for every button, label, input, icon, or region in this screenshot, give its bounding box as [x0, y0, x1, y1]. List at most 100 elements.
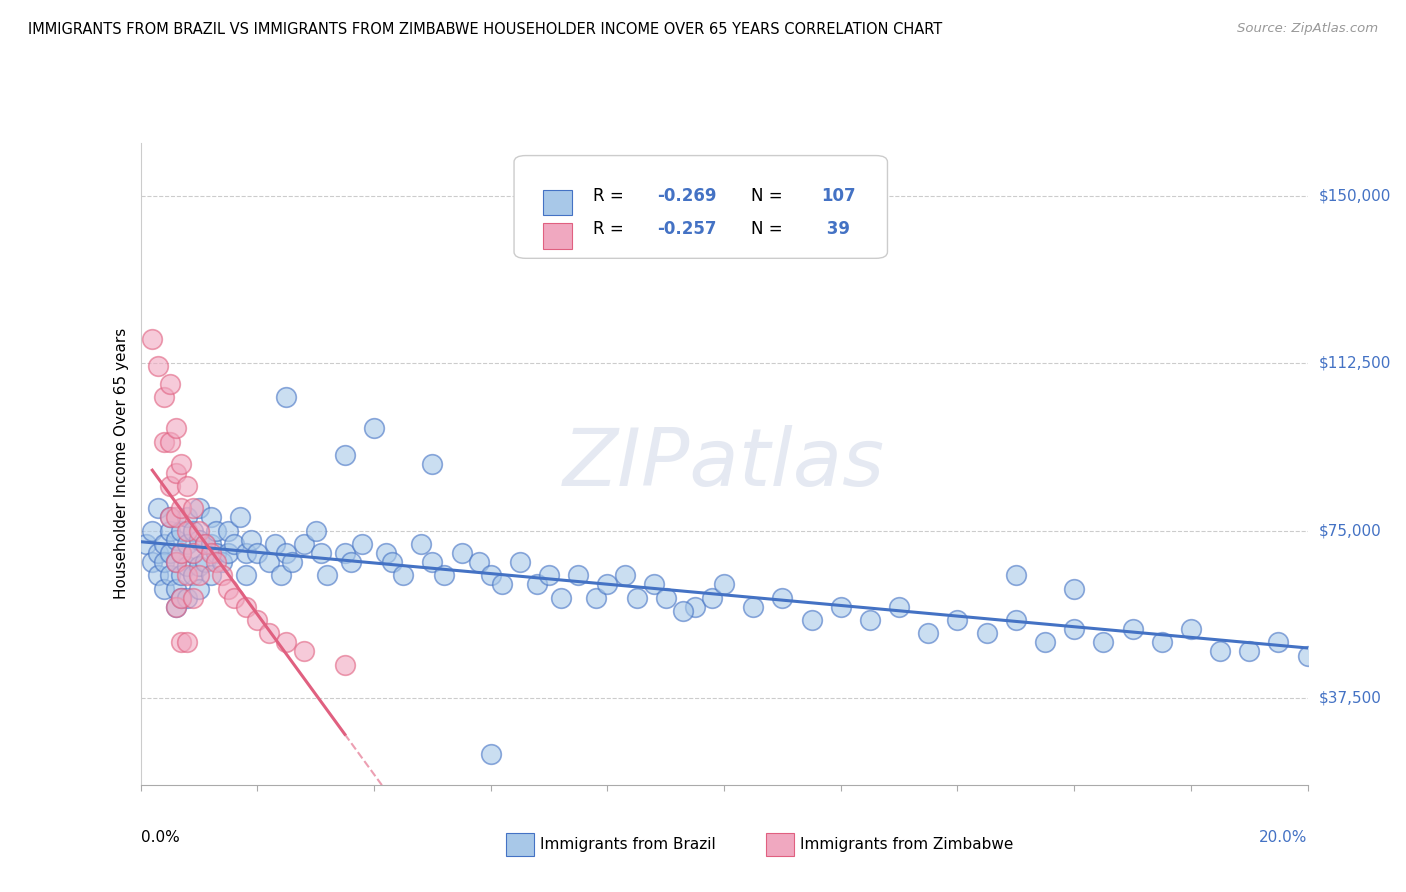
Point: [176, 479, 198, 493]
Point: [567, 568, 589, 582]
Point: [468, 555, 491, 569]
Point: [170, 501, 193, 516]
Point: [363, 421, 385, 435]
Point: [742, 599, 765, 614]
Point: [713, 577, 735, 591]
Point: [159, 510, 181, 524]
Point: [181, 501, 204, 516]
Point: [263, 537, 285, 551]
FancyBboxPatch shape: [515, 155, 887, 259]
Point: [1004, 613, 1026, 627]
Point: [830, 599, 852, 614]
Text: 107: 107: [821, 187, 856, 205]
Point: [170, 457, 193, 471]
Point: [672, 604, 695, 618]
Point: [194, 555, 217, 569]
Point: [170, 546, 193, 560]
Point: [800, 613, 823, 627]
Point: [194, 537, 217, 551]
Point: [170, 591, 193, 605]
Point: [1122, 622, 1144, 636]
Point: [187, 568, 211, 582]
Text: ZIPatlas: ZIPatlas: [562, 425, 886, 503]
Point: [187, 501, 211, 516]
Point: [596, 577, 619, 591]
Point: [146, 501, 169, 516]
Point: [205, 546, 228, 560]
Point: [1209, 644, 1232, 658]
Point: [211, 568, 233, 582]
Point: [1033, 635, 1056, 649]
Point: [889, 599, 911, 614]
Point: [200, 510, 222, 524]
Point: [159, 524, 181, 538]
Point: [450, 546, 472, 560]
Point: [205, 555, 228, 569]
Point: [246, 613, 269, 627]
Point: [479, 568, 502, 582]
Point: [153, 390, 176, 404]
Point: [217, 582, 239, 596]
Point: [165, 555, 187, 569]
Point: [187, 524, 211, 538]
Text: -0.257: -0.257: [658, 220, 717, 238]
Point: [146, 568, 169, 582]
Point: [276, 635, 298, 649]
Point: [292, 537, 315, 551]
Point: [304, 524, 326, 538]
Text: $150,000: $150,000: [1319, 189, 1391, 203]
Point: [194, 537, 217, 551]
Point: [176, 510, 198, 524]
Point: [187, 582, 211, 596]
Point: [159, 568, 181, 582]
Point: [165, 555, 187, 569]
Point: [702, 591, 724, 605]
Point: [613, 568, 636, 582]
Point: [655, 591, 678, 605]
Point: [276, 390, 298, 404]
Point: [153, 537, 176, 551]
Point: [187, 559, 211, 574]
Point: [339, 555, 361, 569]
Point: [374, 546, 396, 560]
Point: [859, 613, 882, 627]
Point: [683, 599, 706, 614]
Point: [217, 546, 239, 560]
Y-axis label: Householder Income Over 65 years: Householder Income Over 65 years: [114, 328, 129, 599]
Point: [550, 591, 572, 605]
Text: -0.269: -0.269: [658, 187, 717, 205]
Text: N =: N =: [751, 220, 787, 238]
Point: [1237, 644, 1260, 658]
Point: [211, 555, 233, 569]
Point: [165, 533, 187, 547]
Point: [526, 577, 548, 591]
Point: [176, 524, 198, 538]
Point: [165, 510, 187, 524]
Text: $112,500: $112,500: [1319, 356, 1391, 371]
Point: [1063, 622, 1085, 636]
Point: [176, 559, 198, 574]
Point: [770, 591, 793, 605]
Point: [153, 582, 176, 596]
Point: [141, 332, 163, 346]
Point: [181, 546, 204, 560]
Point: [159, 510, 181, 524]
Point: [141, 524, 163, 538]
Point: [235, 568, 257, 582]
Point: [181, 546, 204, 560]
Point: [311, 546, 333, 560]
Point: [170, 524, 193, 538]
Point: [159, 376, 181, 391]
Point: [170, 568, 193, 582]
Point: [433, 568, 456, 582]
Point: [333, 657, 356, 672]
Point: [1063, 582, 1085, 596]
Point: [187, 533, 211, 547]
Point: [170, 635, 193, 649]
Point: [246, 546, 269, 560]
Text: 0.0%: 0.0%: [141, 830, 180, 845]
Point: [165, 466, 187, 480]
Point: [257, 555, 280, 569]
Point: [181, 591, 204, 605]
Point: [946, 613, 969, 627]
